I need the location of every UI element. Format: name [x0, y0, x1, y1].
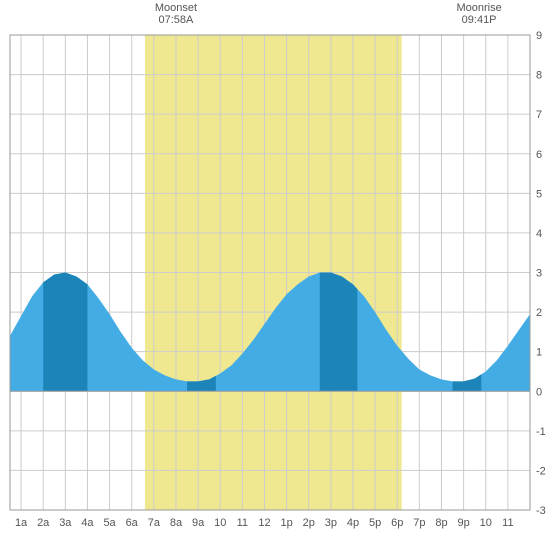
- x-tick-label: 12: [258, 517, 270, 529]
- tide-chart: -3-2-101234567891a2a3a4a5a6a7a8a9a101112…: [0, 0, 550, 550]
- y-tick-label: 5: [536, 188, 542, 200]
- x-tick-label: 1a: [15, 517, 28, 529]
- y-tick-label: 7: [536, 109, 542, 121]
- y-tick-label: 3: [536, 268, 542, 280]
- moonset-label: Moonset 07:58A: [146, 2, 206, 26]
- x-tick-label: 9a: [192, 517, 205, 529]
- y-tick-label: 6: [536, 149, 542, 161]
- x-tick-label: 2a: [37, 517, 50, 529]
- x-tick-label: 6a: [126, 517, 139, 529]
- x-tick-label: 8p: [435, 517, 447, 529]
- y-tick-label: 9: [536, 30, 542, 42]
- tide-dark-2: [320, 273, 358, 392]
- y-tick-label: -1: [536, 426, 546, 438]
- chart-svg: -3-2-101234567891a2a3a4a5a6a7a8a9a101112…: [0, 0, 550, 550]
- x-tick-label: 4a: [81, 517, 94, 529]
- x-tick-label: 3a: [59, 517, 72, 529]
- x-tick-label: 5a: [103, 517, 116, 529]
- x-tick-label: 10: [480, 517, 492, 529]
- moonset-time: 07:58A: [146, 14, 206, 26]
- y-tick-label: 4: [536, 228, 542, 240]
- x-tick-label: 5p: [369, 517, 381, 529]
- x-tick-label: 11: [502, 517, 513, 529]
- x-tick-label: 6p: [391, 517, 403, 529]
- y-tick-label: 8: [536, 70, 542, 82]
- moonset-title: Moonset: [146, 2, 206, 14]
- y-tick-label: -2: [536, 465, 546, 477]
- y-tick-label: -3: [536, 505, 546, 517]
- x-tick-label: 9p: [457, 517, 469, 529]
- x-tick-label: 4p: [347, 517, 359, 529]
- y-tick-label: 0: [536, 386, 542, 398]
- x-tick-label: 2p: [303, 517, 315, 529]
- x-tick-label: 7a: [148, 517, 161, 529]
- moonrise-title: Moonrise: [449, 2, 509, 14]
- tide-dark-0: [43, 273, 87, 392]
- moonrise-time: 09:41P: [449, 14, 509, 26]
- y-tick-label: 2: [536, 307, 542, 319]
- x-tick-label: 7p: [413, 517, 425, 529]
- x-tick-label: 1p: [280, 517, 292, 529]
- x-tick-label: 3p: [325, 517, 337, 529]
- moonrise-label: Moonrise 09:41P: [449, 2, 509, 26]
- x-tick-label: 10: [214, 517, 226, 529]
- x-tick-label: 11: [237, 517, 248, 529]
- y-tick-label: 1: [536, 347, 542, 359]
- x-tick-label: 8a: [170, 517, 183, 529]
